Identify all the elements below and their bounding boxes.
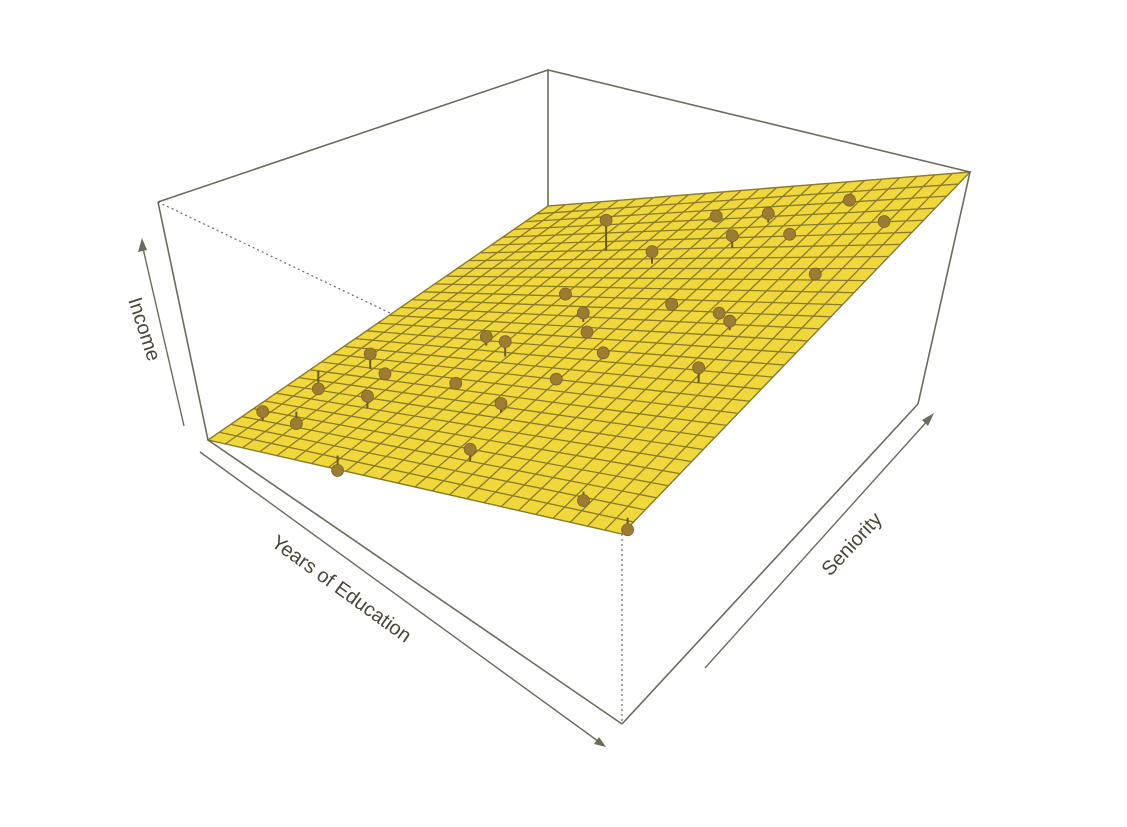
data-point <box>665 297 679 311</box>
plane-grid-line <box>321 361 739 414</box>
data-point <box>599 213 613 227</box>
plane-grid-line <box>366 330 785 366</box>
plane-grid-line <box>479 243 901 254</box>
box-edge <box>157 201 209 441</box>
data-point <box>725 229 739 243</box>
data-point <box>712 306 726 320</box>
data-point <box>808 267 822 281</box>
x-axis-arrow <box>199 451 606 747</box>
data-point <box>498 335 512 349</box>
plane-grid-line <box>513 207 936 231</box>
regression-plane <box>206 171 972 535</box>
plane-grid-line <box>502 219 924 238</box>
data-point <box>709 209 723 223</box>
plane-grid-line <box>434 283 855 294</box>
plane-grid-line <box>389 314 808 342</box>
data-point <box>723 314 737 328</box>
data-point <box>363 347 377 361</box>
data-point <box>580 325 594 339</box>
plane-grid-line <box>468 255 889 262</box>
data-point <box>783 227 797 241</box>
data-point <box>311 382 325 396</box>
bounding-box-front <box>157 69 971 725</box>
box-edge <box>621 403 919 725</box>
data-point <box>494 397 508 410</box>
data-point <box>256 405 270 419</box>
data-point <box>692 361 706 375</box>
y-axis-arrow <box>704 413 934 669</box>
plane-grid-line <box>264 400 681 475</box>
data-point <box>559 287 572 301</box>
box-edge <box>207 439 623 725</box>
plane-grid-line <box>445 275 866 282</box>
data-points <box>256 193 891 537</box>
box-edge <box>917 171 971 405</box>
x-axis-label: Years of Education <box>267 531 415 647</box>
plane-grid-line <box>411 298 831 318</box>
plane-grid-line <box>423 291 843 306</box>
data-point <box>596 346 610 360</box>
plane-grid-line <box>275 392 692 463</box>
data-point <box>843 193 856 207</box>
plane-grid-line <box>230 423 646 511</box>
plane-grid-line <box>241 415 657 499</box>
plane-grid-line <box>400 306 820 330</box>
plane-grid-line <box>525 195 947 223</box>
plane-grid-line <box>332 353 750 402</box>
y-axis-label: Seniority <box>818 508 887 580</box>
plane-grid-line <box>536 183 959 215</box>
data-point <box>761 207 775 220</box>
z-axis-label: Income <box>123 295 164 364</box>
data-point <box>576 306 590 320</box>
data-point <box>289 417 303 431</box>
plane-grid-line <box>343 345 762 390</box>
data-point <box>331 464 345 477</box>
data-point <box>361 389 374 403</box>
plane-grid-line <box>287 384 704 451</box>
data-point <box>549 372 563 386</box>
plane-grid-line <box>253 408 669 487</box>
data-point <box>645 245 659 259</box>
data-point <box>378 367 392 381</box>
plane-grid-line <box>491 231 913 246</box>
plane-grid-line <box>309 369 727 427</box>
data-point <box>577 494 590 508</box>
z-axis-arrow <box>138 238 185 427</box>
data-point <box>877 215 891 228</box>
data-point <box>449 376 463 390</box>
data-point <box>463 442 477 456</box>
data-point <box>621 523 635 537</box>
plane-grid-line <box>298 376 715 439</box>
box-edge-dotted <box>157 201 623 425</box>
plane-grid-line <box>219 431 634 523</box>
data-point <box>479 330 493 344</box>
